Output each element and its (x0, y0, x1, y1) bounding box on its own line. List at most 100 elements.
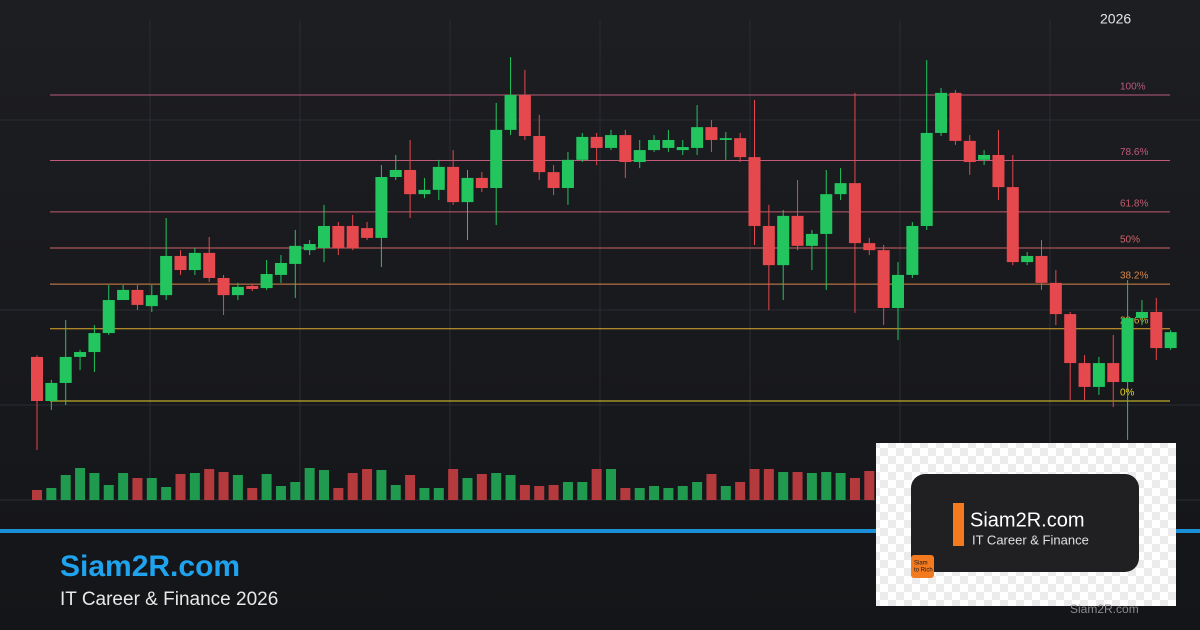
candle-body (404, 169, 417, 195)
candle-body (533, 136, 546, 173)
candle-body (734, 138, 747, 158)
candle-body (246, 285, 259, 290)
volume-bar (519, 485, 530, 500)
volume-bar (720, 486, 731, 500)
candle-body (834, 183, 847, 195)
volume-bar (75, 468, 86, 500)
volume-bar (32, 490, 42, 500)
candle-body (547, 172, 560, 189)
candle-body (1035, 255, 1048, 283)
candle-body (289, 245, 302, 264)
candle-body (1135, 311, 1148, 319)
volume-bar (491, 473, 502, 500)
volume-bar (319, 470, 329, 500)
candle-body (59, 356, 72, 383)
volume-bar (749, 469, 760, 500)
candle-body (145, 295, 158, 307)
volume-bar (204, 469, 215, 500)
volume-bar (505, 475, 516, 500)
candle-body (1150, 311, 1163, 349)
volume-bar (376, 470, 387, 500)
volume-bar (806, 473, 817, 500)
volume-bar (247, 488, 258, 500)
candle-body (1092, 363, 1105, 387)
candle-body (260, 274, 273, 289)
candle-body (361, 228, 374, 238)
candle-body (791, 215, 804, 246)
volume-bar (835, 473, 846, 500)
candle-body (906, 225, 919, 275)
volume-bar (677, 486, 688, 500)
volume-bar (390, 485, 401, 500)
volume-bar (232, 475, 243, 500)
candle-body (748, 157, 761, 226)
fib-label: 100% (1120, 82, 1146, 93)
candle-body (590, 136, 603, 148)
candle-body (1021, 255, 1034, 263)
candle-body (447, 166, 460, 203)
volume-bar (261, 474, 272, 500)
candle-body (504, 95, 517, 130)
candle-body (346, 225, 359, 248)
volume-bar (118, 473, 129, 500)
candle-body (332, 225, 345, 248)
candle-body (160, 255, 173, 296)
fib-label: 61.8% (1120, 199, 1148, 210)
volume-bar (175, 474, 186, 500)
volume-bar (448, 469, 459, 500)
volume-bar (849, 478, 860, 500)
volume-bar (60, 475, 71, 500)
candle-body (188, 252, 201, 271)
volume-bar (577, 482, 588, 500)
year-label: 2026 (1100, 11, 1131, 27)
volume-bar (778, 472, 789, 500)
candle-body (920, 132, 933, 226)
candle-body (174, 255, 187, 271)
candle-body (375, 177, 388, 238)
candle-body (576, 136, 589, 160)
candle-body (74, 352, 87, 357)
volume-bar (663, 488, 674, 500)
volume-bar (89, 473, 100, 500)
candle-body (131, 289, 144, 305)
logo-badge (911, 555, 934, 578)
volume-bar (476, 474, 487, 500)
candle-body (863, 243, 876, 251)
candle-body (877, 250, 890, 308)
candle-body (117, 289, 130, 301)
watermark: Siam2R.com (1070, 602, 1139, 616)
candle-body (432, 166, 445, 190)
candle-body (461, 177, 474, 203)
candle-body (1006, 187, 1019, 263)
candle-body (418, 189, 431, 195)
candle-body (1078, 363, 1091, 387)
volume-bar (132, 478, 143, 500)
candle-body (389, 169, 402, 178)
candle-body (1049, 282, 1062, 315)
volume-bar (46, 488, 57, 500)
fib-label: 38.2% (1120, 271, 1148, 282)
footer-title: Siam2R.com (60, 550, 240, 583)
candle-body (231, 286, 244, 296)
candle-body (978, 154, 991, 160)
logo-badge-text: Siam (914, 561, 928, 567)
candle-body (992, 154, 1005, 188)
volume-bar (290, 482, 301, 500)
volume-bar (634, 488, 645, 500)
candle-body (203, 252, 216, 278)
candle-body (705, 127, 718, 140)
candle-body (217, 277, 230, 296)
volume-bar (864, 471, 875, 500)
candle-body (1064, 314, 1077, 364)
volume-bar (735, 482, 746, 500)
candle-body (777, 215, 790, 266)
logo: Siam2R.com IT Career & Finance Siam to R… (876, 443, 1176, 606)
logo-tagline: IT Career & Finance (972, 532, 1089, 547)
volume-bar (763, 469, 774, 500)
candle-body (102, 300, 115, 334)
volume-bar (792, 472, 803, 500)
volume-bar (275, 486, 286, 500)
volume-bar (591, 469, 602, 500)
volume-bar (821, 472, 832, 500)
